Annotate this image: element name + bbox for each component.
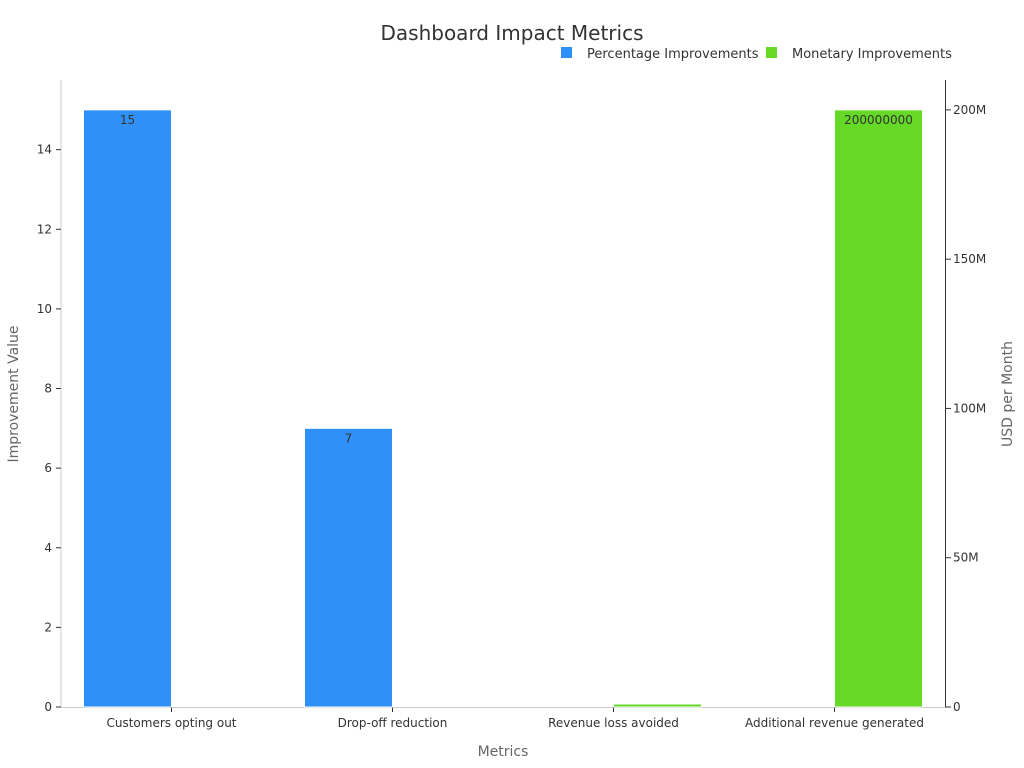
x-tick-label: Revenue loss avoided: [548, 716, 679, 730]
y-tick-label: 6: [44, 461, 52, 475]
bar-monetary: [613, 703, 702, 708]
y2-tick-label: 150M: [953, 252, 986, 266]
data-labels: 15 7 200000000: [120, 113, 913, 445]
x-tick-label: Customers opting out: [106, 716, 236, 730]
bar-value-label: 15: [120, 113, 135, 127]
legend-label-percentage: Percentage Improvements: [587, 47, 759, 62]
x-axis-title: Metrics: [478, 744, 529, 760]
legend: Percentage Improvements Monetary Improve…: [561, 47, 952, 62]
y2-tick-label: 100M: [953, 401, 986, 415]
x-tick-label: Additional revenue generated: [745, 716, 924, 730]
bar-monetary: [834, 109, 923, 708]
bar-value-label: 7: [345, 431, 353, 445]
y-axis-title: Improvement Value: [6, 325, 22, 462]
y-tick-label: 0: [44, 700, 52, 714]
y-tick-label: 2: [44, 620, 52, 634]
y-tick-label: 12: [37, 222, 52, 236]
y2-axis-title: USD per Month: [1000, 341, 1016, 447]
y2-tick-label: 200M: [953, 103, 986, 117]
bar-percentage: [83, 109, 172, 708]
bar-percentage: [304, 427, 393, 708]
y-tick-label: 14: [37, 143, 52, 157]
y2-tick-label: 0: [953, 700, 961, 714]
bar-value-label: 200000000: [844, 113, 913, 127]
y-tick-label: 10: [37, 302, 52, 316]
y-tick-label: 4: [44, 541, 52, 555]
y2-tick-label: 50M: [953, 551, 979, 565]
legend-label-monetary: Monetary Improvements: [792, 47, 952, 62]
legend-swatch-monetary: [766, 47, 777, 58]
chart-title: Dashboard Impact Metrics: [381, 21, 644, 45]
y-tick-label: 8: [44, 382, 52, 396]
bars: [83, 109, 923, 708]
axes: 0 2 4 6 8 10 12 14 0 50M 100M 150M 200M Customers opt…: [37, 80, 986, 730]
legend-swatch-percentage: [561, 47, 572, 58]
x-tick-label: Drop-off reduction: [338, 716, 448, 730]
